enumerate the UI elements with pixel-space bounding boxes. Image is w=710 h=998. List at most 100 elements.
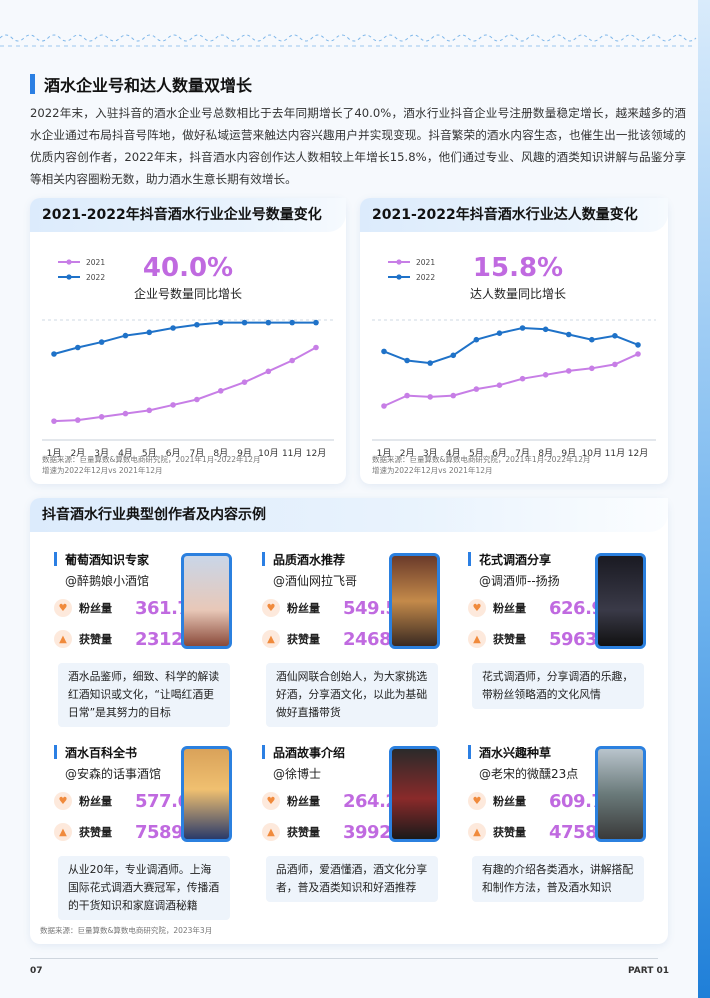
likes-label: 获赞量 <box>79 633 112 646</box>
creator-handle[interactable]: @老宋的微醺23点 <box>479 767 579 781</box>
fans-label: 粉丝量 <box>79 602 112 615</box>
thumb-up-icon: ▲ <box>262 630 280 648</box>
creator-category-label: 酒水兴趣种草 <box>479 745 552 760</box>
data-point <box>265 368 272 375</box>
creator-description: 有趣的介绍各类酒水，讲解搭配和制作方法，普及酒水知识 <box>472 856 644 902</box>
chart-title: 2021-2022年抖音酒水行业达人数量变化 <box>360 198 668 232</box>
chart-card-enterprise: 2021-2022年抖音酒水行业企业号数量变化 2021 2022 40.0% 企业号… <box>30 198 346 484</box>
x-tick-label: 2月 <box>400 448 415 459</box>
data-point <box>612 333 618 339</box>
x-tick-label: 9月 <box>237 448 252 459</box>
likes-label: 获赞量 <box>79 826 112 839</box>
x-tick-label: 6月 <box>166 448 181 459</box>
legend-marker <box>66 274 72 280</box>
right-edge-band <box>698 0 710 998</box>
x-tick-label: 3月 <box>94 448 109 459</box>
heart-icon: ♥ <box>54 792 72 810</box>
x-tick-label: 7月 <box>190 448 205 459</box>
fans-label: 粉丝量 <box>287 795 320 808</box>
part-label: PART 01 <box>628 966 670 976</box>
x-tick-label: 5月 <box>469 448 484 459</box>
x-tick-label: 5月 <box>142 448 157 459</box>
data-point <box>404 392 410 399</box>
x-tick-label: 4月 <box>118 448 133 459</box>
fans-value: 626.9 <box>549 597 604 619</box>
fans-value: 549.5 <box>343 597 398 619</box>
creator-category-label: 花式调酒分享 <box>479 552 552 567</box>
creator-handle[interactable]: @醉鹅娘小酒馆 <box>65 574 150 588</box>
legend-label: 2021 <box>416 258 435 267</box>
video-thumbnail[interactable] <box>389 553 440 649</box>
creator-handle[interactable]: @酒仙网拉飞哥 <box>273 574 358 588</box>
data-point <box>404 357 410 364</box>
page-number: 07 <box>30 966 43 976</box>
growth-stat-label: 企业号数量同比增长 <box>134 286 242 301</box>
creator-handle[interactable]: @徐博士 <box>273 767 322 781</box>
fans-label: 粉丝量 <box>79 795 112 808</box>
video-thumbnail[interactable] <box>389 746 440 842</box>
heart-icon: ♥ <box>262 599 280 617</box>
video-thumbnail[interactable] <box>181 553 232 649</box>
data-point <box>519 325 526 331</box>
data-point <box>313 344 319 351</box>
fans-value: 264.2 <box>343 790 398 812</box>
legend-marker <box>396 259 402 265</box>
data-point <box>194 396 200 403</box>
creators-source: 数据来源：巨量算数&算数电商研究院，2023年3月 <box>40 926 213 935</box>
x-tick-label: 8月 <box>213 448 228 459</box>
series-line-2022 <box>383 326 639 365</box>
heart-icon: ♥ <box>468 792 486 810</box>
data-point <box>589 365 595 372</box>
data-point <box>241 379 248 385</box>
intro-paragraph: 2022年末，入驻抖音的酒水企业号总数相比于去年同期增长了40.0%，酒水行业抖… <box>30 106 686 186</box>
heart-icon: ♥ <box>54 599 72 617</box>
data-point <box>473 336 480 343</box>
data-point <box>122 410 129 417</box>
creator-category-label: 品质酒水推荐 <box>273 552 346 567</box>
data-point <box>217 388 224 394</box>
thumb-up-icon: ▲ <box>468 630 486 648</box>
data-point <box>427 394 433 400</box>
series-line-2021 <box>53 346 317 423</box>
creator-description: 酒仙网联合创始人，为大家挑选好酒，分享酒文化，以此为基础做好直播带货 <box>266 663 438 727</box>
legend-label: 2021 <box>86 258 105 267</box>
thumb-up-icon: ▲ <box>468 823 486 841</box>
data-point <box>194 321 200 328</box>
legend-marker <box>66 259 72 265</box>
creator-handle[interactable]: @安森的话事酒馆 <box>65 767 162 781</box>
x-tick-label: 1月 <box>47 448 62 459</box>
creator-category: 品质酒水推荐 <box>262 551 452 567</box>
data-point <box>381 348 387 355</box>
creator-handle[interactable]: @调酒师--扬扬 <box>479 574 560 588</box>
legend-label: 2022 <box>416 273 435 282</box>
data-point <box>146 329 153 336</box>
creator-description: 品酒师，爱酒懂酒，酒文化分享者，普及酒类知识和好酒推荐 <box>266 856 438 902</box>
video-thumbnail[interactable] <box>181 746 232 842</box>
video-thumbnail[interactable] <box>595 553 646 649</box>
likes-label: 获赞量 <box>493 826 526 839</box>
data-point <box>313 319 319 326</box>
creator-description: 从业20年，专业调酒师。上海国际花式调酒大赛冠军，传播酒的干货知识和家庭调酒秘籍 <box>58 856 230 920</box>
x-tick-label: 4月 <box>446 448 461 459</box>
creator-category: 酒水百科全书 <box>54 744 244 760</box>
x-tick-label: 1月 <box>377 448 392 459</box>
thumb-up-icon: ▲ <box>54 630 72 648</box>
thumb-up-icon: ▲ <box>262 823 280 841</box>
header-decoration <box>0 34 697 47</box>
creator-category-label: 品酒故事介绍 <box>273 745 346 760</box>
video-thumbnail[interactable] <box>595 746 646 842</box>
x-tick-label: 2月 <box>70 448 85 459</box>
data-point <box>51 418 57 424</box>
data-point <box>51 351 57 357</box>
chart-source: 数据来源：巨量算数&算数电商研究院，2021年1月-2022年12月 增速为20… <box>42 455 261 475</box>
enterprise-line-chart: 2021 2022 40.0% 企业号数量同比增长 1月 2月 3月 4月 5月 6月 7月 8月 9月… <box>42 253 334 459</box>
growth-stat-label: 达人数量同比增长 <box>470 286 566 301</box>
creator-description: 花式调酒师，分享调酒的乐趣，带粉丝领略酒的文化风情 <box>472 663 644 709</box>
likes-label: 获赞量 <box>287 826 320 839</box>
